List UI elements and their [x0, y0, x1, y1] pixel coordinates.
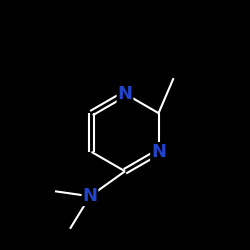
Text: N: N — [151, 143, 166, 161]
Text: N: N — [118, 85, 132, 103]
Text: N: N — [82, 187, 98, 205]
